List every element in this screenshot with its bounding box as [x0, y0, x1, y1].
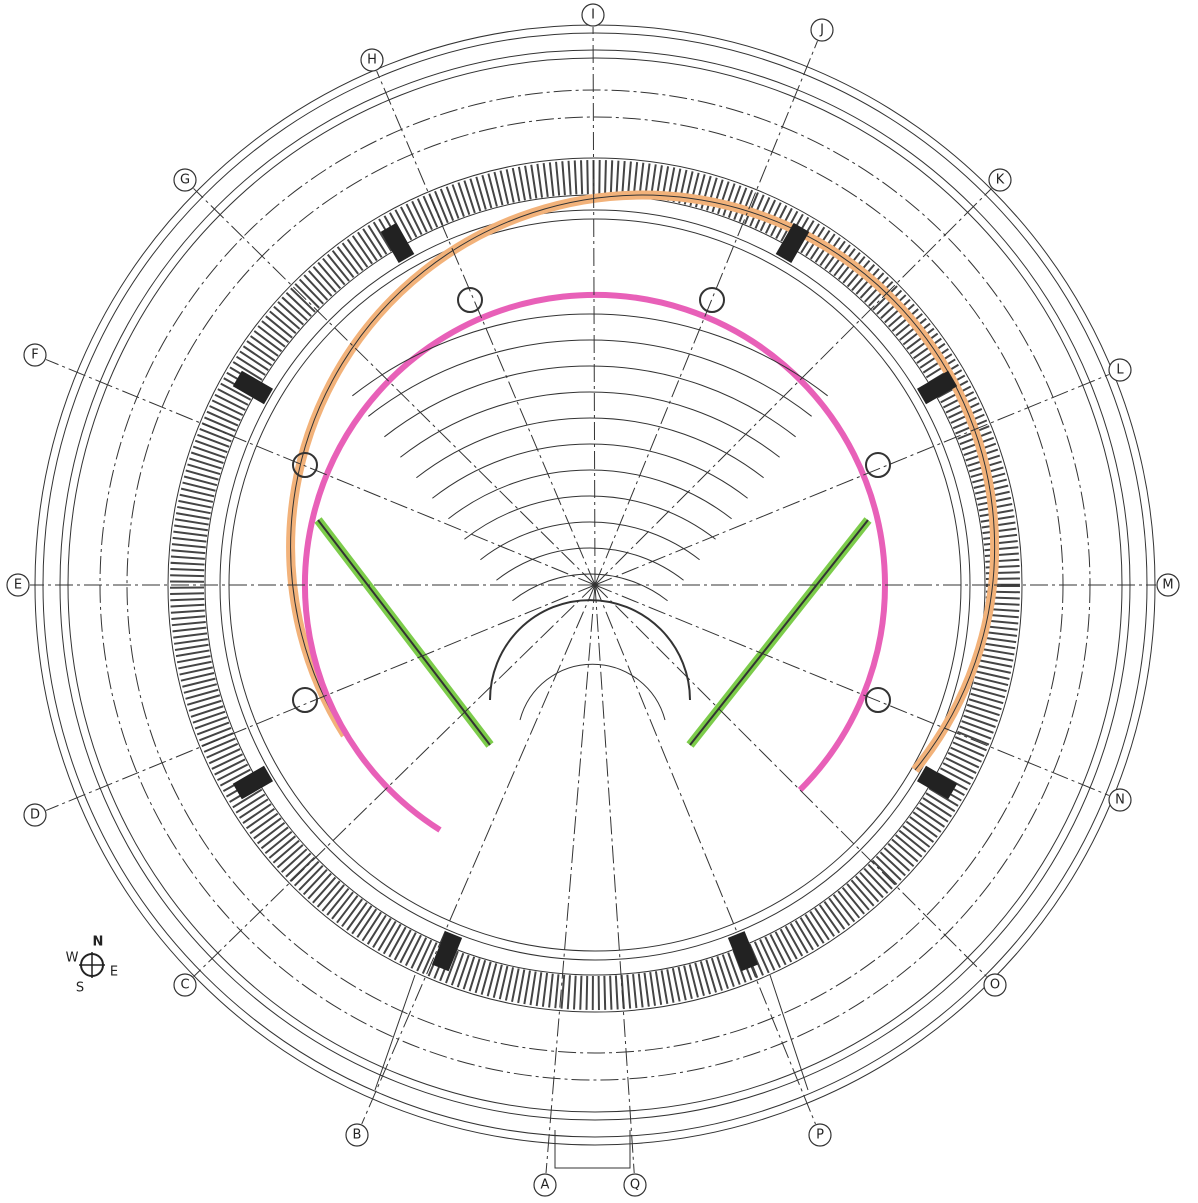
column [292, 452, 318, 478]
pier [775, 222, 810, 264]
entrance [554, 1130, 631, 1169]
grid-bubble [1108, 358, 1132, 382]
pink-wall [302, 291, 888, 833]
grid-label: H [367, 53, 377, 68]
grid-line [376, 70, 596, 586]
seat-row [496, 547, 684, 581]
seat-row [448, 469, 732, 520]
grid-bubble [983, 973, 1007, 997]
grid-line [193, 584, 596, 977]
column [457, 287, 483, 313]
grid-bubble [988, 168, 1012, 192]
pier [916, 370, 958, 405]
grid-label: C [180, 978, 189, 993]
seat-row [384, 365, 796, 438]
grid-label: L [1116, 363, 1124, 378]
grid-label: N [1115, 793, 1125, 808]
compass-label: W [66, 951, 79, 966]
grid-label: K [996, 173, 1005, 188]
grid-bubble [533, 1173, 557, 1197]
pier [380, 222, 415, 264]
grid-line [361, 584, 596, 1125]
grid-line [545, 584, 596, 1174]
grid-label: M [1162, 578, 1173, 593]
grid-label: A [541, 1178, 550, 1193]
stage [489, 599, 691, 701]
grid-line [594, 584, 635, 1174]
grid-bubble [173, 973, 197, 997]
grid-label: O [990, 978, 1000, 993]
seat-row [416, 417, 764, 479]
grid-lines: A B C D E F G H I J K L M N O P Q [6, 3, 1180, 1197]
grid-label: D [30, 808, 40, 823]
seat-row [368, 339, 812, 417]
grid-line [45, 584, 596, 811]
pier [232, 765, 274, 800]
piers [232, 222, 958, 972]
compass-label: E [110, 965, 118, 980]
grid-line [594, 584, 987, 977]
column [865, 452, 891, 478]
grid-line [594, 188, 992, 586]
seat-row [464, 495, 716, 540]
grid-label: I [591, 8, 595, 23]
grid-bubble [173, 168, 197, 192]
grid-label: E [14, 578, 22, 593]
grid-bubble [623, 1173, 647, 1197]
grid-line [592, 26, 596, 586]
wall-line [317, 519, 491, 746]
pier [431, 931, 463, 972]
entrance-walls [374, 974, 809, 1091]
grid-label: Q [630, 1178, 640, 1193]
column [292, 687, 318, 713]
grid-line [193, 188, 596, 586]
grid-bubble [810, 18, 834, 42]
seat-row [480, 521, 700, 561]
seating-rows [352, 313, 828, 721]
grid-line [45, 359, 596, 586]
seat-row [352, 313, 828, 397]
grid-bubble [581, 3, 605, 27]
column [699, 287, 725, 313]
compass: N E S W [66, 935, 119, 996]
grid-line [594, 374, 1110, 586]
grid-label: F [31, 348, 38, 363]
pier [916, 765, 958, 800]
pier [232, 370, 274, 405]
compass-label: S [76, 981, 84, 996]
stage [519, 663, 666, 721]
grid-line [594, 584, 1110, 796]
grid-bubble [23, 803, 47, 827]
grid-label: P [816, 1128, 824, 1143]
compass-label: N [93, 935, 104, 950]
pier [727, 931, 759, 972]
grid-bubble [808, 1123, 832, 1147]
wall-line [689, 519, 869, 746]
grid-label: G [180, 173, 190, 188]
grid-bubble [345, 1123, 369, 1147]
grid-label: J [819, 23, 824, 38]
grid-line [594, 40, 818, 586]
grid-line [594, 584, 816, 1125]
grid-bubble [23, 343, 47, 367]
seat-row [400, 391, 780, 458]
grid-bubble [360, 48, 384, 72]
inner-wall [290, 194, 996, 771]
grid-bubble [6, 573, 30, 597]
grid-bubble [1156, 573, 1180, 597]
grid-label: B [353, 1128, 362, 1143]
column [865, 687, 891, 713]
grid-bubble [1108, 788, 1132, 812]
